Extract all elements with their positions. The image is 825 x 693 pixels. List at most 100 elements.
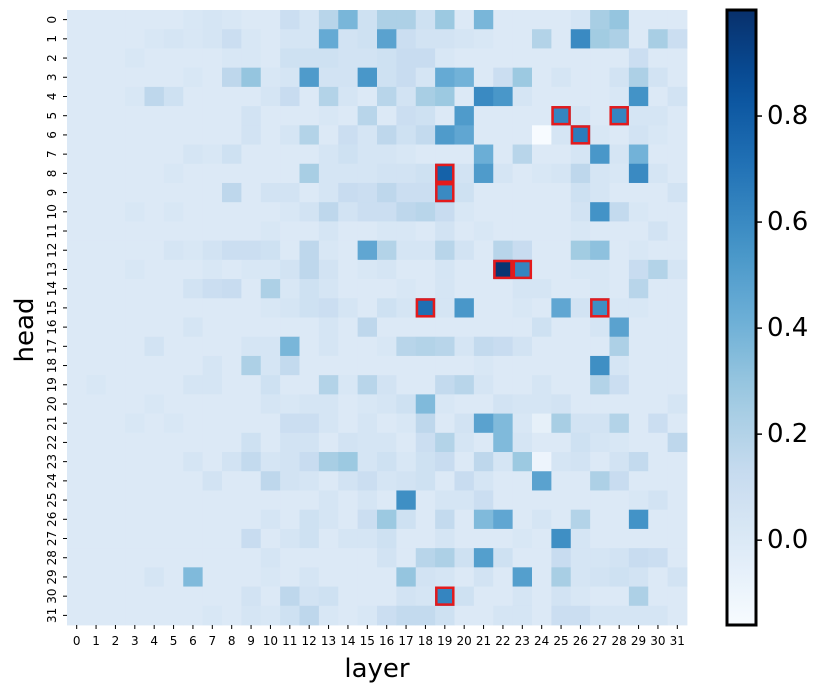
heatmap-cell	[590, 10, 610, 30]
heatmap-cell	[493, 10, 514, 30]
heatmap-cell	[67, 221, 87, 242]
heatmap-cell	[609, 279, 630, 299]
heatmap-cell	[454, 259, 475, 280]
heatmap-cell	[435, 10, 455, 30]
heatmap-cell	[280, 413, 300, 434]
heatmap-cell	[86, 144, 107, 165]
heatmap-cell	[667, 413, 688, 434]
heatmap-cell	[648, 452, 669, 472]
heatmap-cell	[377, 259, 397, 280]
heatmap-cell	[473, 336, 494, 357]
heatmap-cell	[454, 471, 475, 491]
heatmap-cell	[551, 67, 572, 88]
heatmap-cell	[667, 182, 688, 203]
heatmap-cell	[183, 106, 204, 126]
heatmap-cell	[590, 317, 610, 338]
heatmap-cell	[105, 375, 126, 395]
heatmap-cell	[609, 240, 630, 261]
x-tick-label: 7	[208, 634, 216, 648]
heatmap-cell	[435, 548, 455, 568]
heatmap-cell	[609, 394, 630, 414]
heatmap-cell	[590, 67, 610, 88]
heatmap-cell	[280, 317, 300, 338]
heatmap-cell	[667, 67, 688, 88]
heatmap-cell	[590, 221, 610, 242]
heatmap-cell	[609, 10, 630, 30]
heatmap-cell	[125, 528, 145, 549]
heatmap-cell	[551, 144, 572, 165]
heatmap-cell	[512, 586, 533, 607]
heatmap-cell	[473, 29, 494, 49]
heatmap-cell	[570, 182, 591, 203]
heatmap-cell	[163, 48, 184, 69]
heatmap-cell	[105, 452, 126, 472]
heatmap-cell	[125, 317, 145, 338]
heatmap-cell	[105, 125, 126, 145]
heatmap-cell	[144, 394, 165, 414]
heatmap-cell	[628, 509, 649, 530]
heatmap-cell	[183, 567, 204, 587]
heatmap-cell	[222, 106, 242, 126]
heatmap-cell	[280, 452, 300, 472]
heatmap-cell	[532, 202, 552, 222]
heatmap-cell	[299, 490, 320, 511]
heatmap-cell	[163, 413, 184, 434]
heatmap-cell	[648, 29, 669, 49]
x-tick-label: 29	[631, 634, 646, 648]
heatmap-cell	[590, 586, 610, 607]
highlight-box	[551, 106, 571, 126]
heatmap-cell	[493, 432, 514, 453]
heatmap-cell	[454, 163, 475, 184]
heatmap-cell	[590, 490, 610, 511]
heatmap-cell	[667, 279, 688, 299]
heatmap-cell	[86, 48, 107, 69]
heatmap-cell	[512, 144, 533, 165]
heatmap-cell	[183, 298, 204, 318]
heatmap-cell	[667, 586, 688, 607]
heatmap-cell	[280, 259, 300, 280]
heatmap-cell	[473, 355, 494, 376]
heatmap-cell	[202, 355, 223, 376]
heatmap-cell	[532, 259, 552, 280]
heatmap-cell	[183, 432, 204, 453]
y-tick-label: 19	[45, 377, 59, 392]
heatmap-cell	[105, 106, 126, 126]
heatmap-cell	[163, 10, 184, 30]
heatmap-cell	[241, 202, 262, 222]
heatmap-cell	[473, 452, 494, 472]
heatmap-cell	[377, 586, 397, 607]
heatmap-cell	[551, 490, 572, 511]
heatmap-cell	[493, 605, 514, 626]
heatmap-cell	[435, 144, 455, 165]
heatmap-cell	[163, 298, 184, 318]
heatmap-cell	[551, 163, 572, 184]
heatmap-cell	[648, 394, 669, 414]
heatmap-cell	[415, 106, 436, 126]
heatmap-cell	[435, 375, 455, 395]
heatmap-cell	[473, 528, 494, 549]
heatmap-cell	[222, 221, 242, 242]
heatmap-cell	[125, 471, 145, 491]
heatmap-cell	[105, 221, 126, 242]
heatmap-cell	[377, 144, 397, 165]
heatmap-cell	[299, 375, 320, 395]
heatmap-cell	[183, 413, 204, 434]
heatmap-cell	[241, 144, 262, 165]
heatmap-cell	[628, 528, 649, 549]
highlight-boxes	[415, 106, 629, 606]
heatmap-cell	[396, 10, 417, 30]
heatmap-cell	[415, 163, 436, 184]
heatmap-cell	[125, 240, 145, 261]
heatmap-cell	[144, 490, 165, 511]
heatmap-cell	[396, 86, 417, 107]
heatmap-cell	[377, 279, 397, 299]
heatmap-cell	[493, 375, 514, 395]
heatmap-cell	[67, 317, 87, 338]
heatmap-cell	[551, 394, 572, 414]
heatmap-cell	[183, 29, 204, 49]
x-tick-label: 12	[302, 634, 317, 648]
heatmap-cell	[260, 221, 281, 242]
heatmap-cell	[435, 432, 455, 453]
heatmap-cell	[338, 182, 359, 203]
heatmap-cell	[318, 490, 339, 511]
